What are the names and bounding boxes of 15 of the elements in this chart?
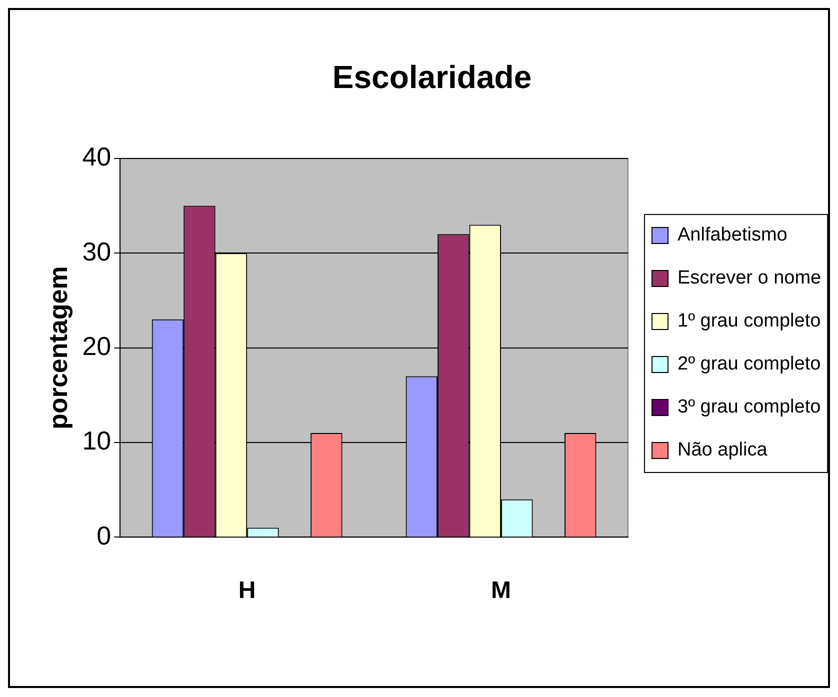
legend-label: Anlfabetismo [678,224,788,246]
legend-label: Não aplica [678,440,768,461]
legend-label: Escrever o nome [678,268,822,289]
chart-title: Escolaridade [332,59,532,96]
legend-label: 3º grau completo [678,396,821,418]
y-tick-label: 20 [82,330,112,361]
x-tick-label: M [491,577,512,604]
legend-label: 2º grau completo [678,354,821,375]
legend-label: 1º grau completo [678,310,821,332]
x-tick-label: H [238,577,256,604]
y-tick-label: 40 [82,142,112,172]
y-tick-label: 10 [82,426,112,456]
y-tick-label: 0 [96,520,112,550]
y-axis-title: porcentagem [42,266,73,430]
y-tick-label: 30 [82,236,112,266]
